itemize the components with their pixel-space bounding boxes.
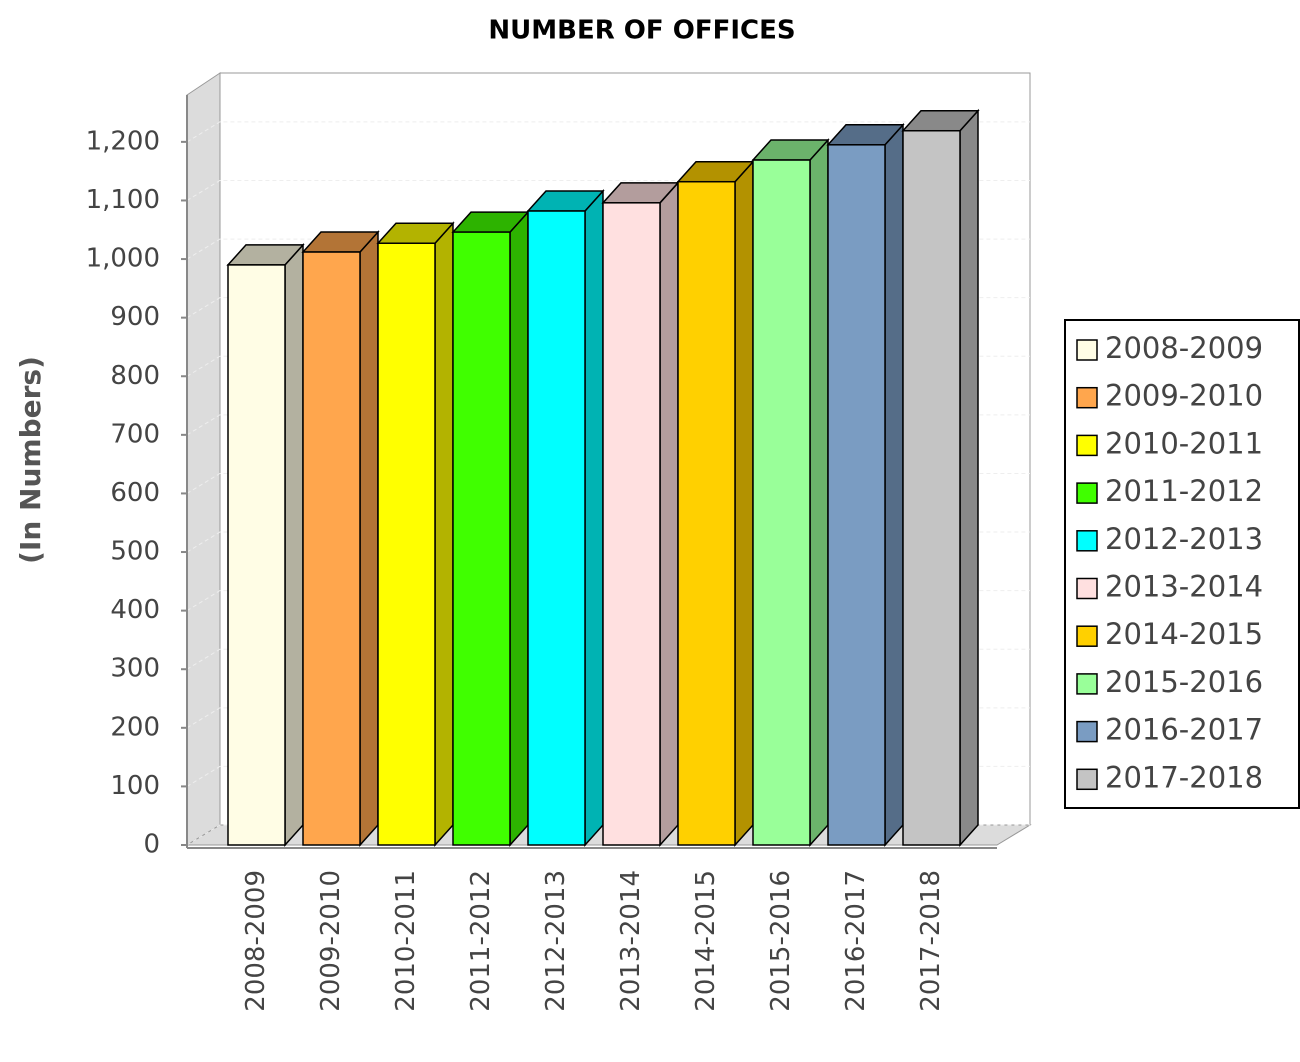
bar bbox=[227, 264, 286, 846]
legend-swatch bbox=[1076, 339, 1098, 361]
legend-label: 2016-2017 bbox=[1105, 713, 1263, 747]
x-tick-label: 2009-2010 bbox=[316, 870, 346, 1012]
grid-line bbox=[186, 179, 1030, 201]
y-tick-label: 800 bbox=[110, 361, 160, 391]
bar-side bbox=[959, 108, 979, 847]
grid-line bbox=[186, 414, 1030, 436]
side-wall bbox=[186, 72, 221, 846]
legend-swatch bbox=[1076, 720, 1098, 743]
grid-line bbox=[186, 355, 1030, 377]
bar-side bbox=[809, 138, 829, 847]
bar-side bbox=[734, 159, 754, 847]
legend-swatch bbox=[1076, 625, 1098, 647]
y-tick-label: 300 bbox=[110, 654, 160, 684]
grid-line bbox=[186, 824, 1030, 846]
y-tick-label: 1,200 bbox=[86, 126, 160, 156]
bar-side bbox=[509, 210, 529, 847]
x-tick-label: 2014-2015 bbox=[691, 870, 721, 1012]
legend-label: 2008-2009 bbox=[1105, 331, 1263, 365]
x-tick-label: 2010-2011 bbox=[391, 870, 421, 1012]
grid-line bbox=[186, 238, 1030, 260]
x-tick-label: 2017-2018 bbox=[916, 870, 946, 1012]
legend-swatch bbox=[1076, 386, 1098, 409]
x-tick-label: 2013-2014 bbox=[616, 870, 646, 1012]
y-tick-label: 400 bbox=[110, 595, 160, 625]
bar-side bbox=[284, 242, 304, 847]
legend-swatch bbox=[1076, 482, 1098, 504]
legend-label: 2017-2018 bbox=[1105, 760, 1263, 794]
bar bbox=[902, 129, 961, 846]
y-axis-label: (In Numbers) bbox=[14, 356, 47, 564]
y-tick-label: 200 bbox=[110, 712, 160, 742]
legend-label: 2011-2012 bbox=[1105, 474, 1263, 508]
legend-label: 2015-2016 bbox=[1105, 665, 1263, 699]
legend-swatch bbox=[1076, 673, 1098, 695]
x-tick-label: 2011-2012 bbox=[466, 870, 496, 1012]
y-tick-label: 100 bbox=[110, 771, 160, 801]
bar-side bbox=[359, 230, 379, 847]
legend-label: 2013-2014 bbox=[1105, 570, 1263, 604]
bar bbox=[527, 210, 586, 846]
legend-swatch bbox=[1076, 577, 1098, 600]
grid-line bbox=[186, 707, 1030, 729]
bar bbox=[827, 144, 886, 846]
legend-swatch bbox=[1076, 530, 1098, 552]
bar bbox=[602, 202, 661, 846]
grid-line bbox=[186, 531, 1030, 553]
grid-line bbox=[186, 765, 1030, 787]
y-tick-label: 1,100 bbox=[86, 185, 160, 215]
y-tick-label: 600 bbox=[110, 478, 160, 508]
y-tick-label: 700 bbox=[110, 419, 160, 449]
bar-side bbox=[659, 180, 679, 847]
bar bbox=[377, 242, 436, 846]
bar bbox=[752, 159, 811, 846]
y-tick-label: 0 bbox=[143, 830, 160, 860]
bar-side bbox=[884, 122, 904, 847]
bar bbox=[302, 251, 361, 846]
legend-label: 2012-2013 bbox=[1105, 522, 1263, 556]
legend bbox=[1064, 319, 1300, 809]
x-tick-label: 2008-2009 bbox=[241, 870, 271, 1012]
bar bbox=[452, 231, 511, 846]
legend-swatch bbox=[1076, 768, 1098, 791]
legend-label: 2009-2010 bbox=[1105, 379, 1263, 413]
grid-line bbox=[186, 648, 1030, 670]
legend-label: 2010-2011 bbox=[1105, 426, 1263, 460]
y-tick-label: 1,000 bbox=[86, 244, 160, 274]
y-tick-label: 500 bbox=[110, 537, 160, 567]
y-tick-label: 900 bbox=[110, 302, 160, 332]
legend-label: 2014-2015 bbox=[1105, 617, 1263, 651]
grid-line bbox=[186, 121, 1030, 143]
grid-line bbox=[186, 472, 1030, 494]
legend-swatch bbox=[1076, 434, 1098, 457]
grid-line bbox=[186, 297, 1030, 319]
bar bbox=[677, 180, 736, 846]
grid-line bbox=[186, 590, 1030, 612]
x-tick-label: 2016-2017 bbox=[841, 870, 871, 1012]
x-tick-label: 2015-2016 bbox=[766, 870, 796, 1012]
bar-side bbox=[434, 221, 454, 847]
x-tick-label: 2012-2013 bbox=[541, 870, 571, 1012]
bar-side bbox=[584, 189, 604, 847]
chart-title: NUMBER OF OFFICES bbox=[488, 16, 795, 46]
